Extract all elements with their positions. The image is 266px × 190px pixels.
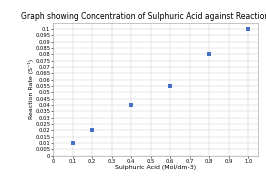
Y-axis label: Reaction Rate (S⁻¹): Reaction Rate (S⁻¹) (28, 59, 34, 119)
Title: Graph showing Concentration of Sulphuric Acid against Reaction Rate: Graph showing Concentration of Sulphuric… (22, 12, 266, 21)
Point (207, 53, 211, 56)
Point (90, 129, 94, 132)
X-axis label: Sulphuric Acid (Mol/dm-3): Sulphuric Acid (Mol/dm-3) (115, 165, 196, 170)
Point (129, 104, 133, 107)
Point (168, 85, 172, 88)
Point (70, 142, 75, 145)
Point (246, 28, 250, 31)
